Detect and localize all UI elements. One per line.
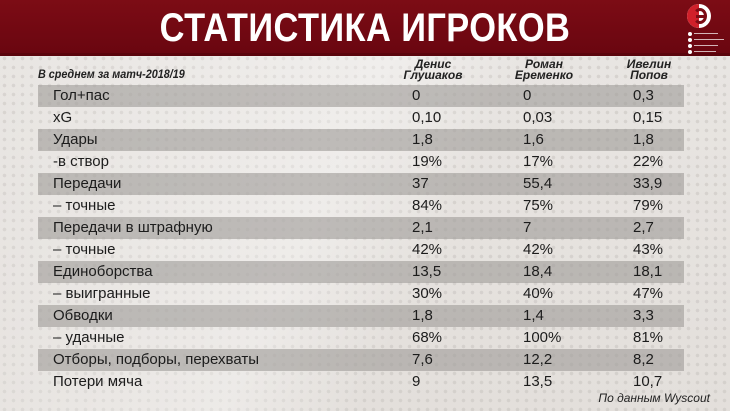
cell-value: 68% [412, 329, 443, 346]
cell-value: 81% [633, 329, 664, 346]
row-label: – выигранные [53, 285, 151, 302]
cell-value: 1,4 [523, 307, 544, 324]
stats-table: Гол+пас 0 0 0,3 xG 0,10 0,03 0,15 Удары 1,8 1,6 1,8… [38, 85, 684, 393]
row-label: Передачи [53, 175, 122, 192]
cell-value: 0,3 [633, 87, 654, 104]
cell-value: 7 [523, 219, 532, 236]
cell-value: 13,5 [412, 263, 442, 280]
cell-value: 0,15 [633, 109, 663, 126]
row-label: Обводки [53, 307, 113, 324]
row-label: Гол+пас [53, 87, 110, 104]
social-links [688, 31, 728, 55]
table-row: Обводки 1,8 1,4 3,3 [38, 305, 684, 327]
cell-value: 2,1 [412, 219, 433, 236]
cell-value: 55,4 [523, 175, 553, 192]
cell-value: 13,5 [523, 373, 553, 390]
cell-value: 47% [633, 285, 664, 302]
table-row: Гол+пас 0 0 0,3 [38, 85, 684, 107]
row-label: Потери мяча [53, 373, 143, 390]
cell-value: 0,03 [523, 109, 553, 126]
table-row: Единоборства 13,5 18,4 18,1 [38, 261, 684, 283]
table-row: Передачи в штрафную 2,1 7 2,7 [38, 217, 684, 239]
cell-value: 1,8 [412, 307, 433, 324]
cell-value: 22% [633, 153, 664, 170]
cell-value: 9 [412, 373, 421, 390]
column-header-glushakov: Денис Глушаков [403, 57, 463, 82]
table-row: xG 0,10 0,03 0,15 [38, 107, 684, 129]
row-label: Передачи в штрафную [53, 219, 213, 236]
cell-value: 19% [412, 153, 443, 170]
table-row: Удары 1,8 1,6 1,8 [38, 129, 684, 151]
cell-value: 42% [523, 241, 554, 258]
row-label: xG [53, 109, 73, 126]
cell-value: 12,2 [523, 351, 553, 368]
row-label: Единоборства [53, 263, 153, 280]
cell-value: 30% [412, 285, 443, 302]
cell-value: 3,3 [633, 307, 654, 324]
table-row: -в створ 19% 17% 22% [38, 151, 684, 173]
source-note: По данным Wyscout [598, 391, 710, 405]
table-row: Отборы, подборы, перехваты 7,6 12,2 8,2 [38, 349, 684, 371]
sport-express-logo-icon [687, 4, 711, 28]
cell-value: 42% [412, 241, 443, 258]
cell-value: 17% [523, 153, 554, 170]
table-header: В среднем за матч-2018/19 Денис Глушаков… [0, 57, 730, 86]
table-row: Передачи 37 55,4 33,9 [38, 173, 684, 195]
table-row: – удачные 68% 100% 81% [38, 327, 684, 349]
row-label: Отборы, подборы, перехваты [53, 351, 259, 368]
cell-value: 1,8 [412, 131, 433, 148]
table-row: Потери мяча 9 13,5 10,7 [38, 371, 684, 393]
cell-value: 43% [633, 241, 664, 258]
table-row: – точные 42% 42% 43% [38, 239, 684, 261]
row-label: -в створ [53, 153, 109, 170]
cell-value: 100% [523, 329, 562, 346]
row-label: Удары [53, 131, 98, 148]
cell-value: 0 [523, 87, 532, 104]
cell-value: 84% [412, 197, 443, 214]
twitter-icon [688, 43, 692, 48]
cell-value: 18,1 [633, 263, 663, 280]
cell-value: 0,10 [412, 109, 442, 126]
cell-value: 2,7 [633, 219, 654, 236]
column-header-eremenko: Роман Еременко [514, 57, 574, 82]
instagram-icon [688, 49, 692, 54]
cell-value: 33,9 [633, 175, 663, 192]
vk-icon [688, 31, 692, 36]
cell-value: 0 [412, 87, 421, 104]
row-label: – удачные [53, 329, 125, 346]
cell-value: 75% [523, 197, 554, 214]
cell-value: 7,6 [412, 351, 433, 368]
row-label: – точные [53, 197, 116, 214]
cell-value: 37 [412, 175, 429, 192]
page-title: СТАТИСТИКА ИГРОКОВ [159, 6, 571, 50]
facebook-icon [688, 37, 692, 42]
cell-value: 40% [523, 285, 554, 302]
header-banner: СТАТИСТИКА ИГРОКОВ [0, 0, 730, 56]
table-row: – точные 84% 75% 79% [38, 195, 684, 217]
row-label: – точные [53, 241, 116, 258]
cell-value: 8,2 [633, 351, 654, 368]
cell-value: 1,8 [633, 131, 654, 148]
cell-value: 10,7 [633, 373, 663, 390]
cell-value: 1,6 [523, 131, 544, 148]
column-header-popov: Ивелин Попов [626, 57, 672, 82]
cell-value: 18,4 [523, 263, 553, 280]
cell-value: 79% [633, 197, 664, 214]
table-subtitle: В среднем за матч-2018/19 [38, 67, 185, 81]
table-row: – выигранные 30% 40% 47% [38, 283, 684, 305]
